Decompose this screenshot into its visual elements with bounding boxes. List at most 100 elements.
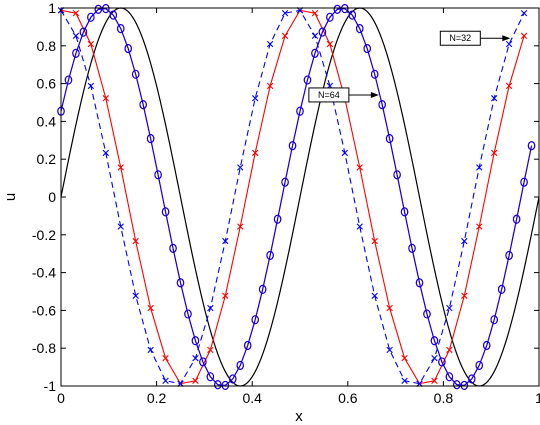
data-point-x (162, 377, 169, 384)
data-point-circle (430, 336, 439, 346)
data-point-x (281, 10, 289, 17)
data-point-circle (169, 243, 177, 253)
data-point-circle (206, 372, 215, 382)
data-point-x (132, 237, 139, 245)
data-point-x (102, 149, 110, 157)
data-point-x (476, 164, 483, 171)
data-point-circle (370, 69, 379, 79)
data-point-x (207, 304, 214, 312)
data-point-x (490, 95, 498, 102)
data-point-circle (445, 372, 454, 382)
data-point-x (251, 149, 259, 157)
data-point-circle (296, 106, 304, 116)
data-point-x (237, 164, 244, 171)
y-tick-label: -0.4 (32, 265, 56, 281)
data-point-circle (131, 69, 140, 79)
x-tick-label: 0.6 (338, 390, 358, 406)
data-point-circle (117, 24, 125, 34)
data-point-circle (348, 10, 357, 20)
series-layer (57, 4, 540, 390)
data-point-circle (229, 374, 237, 384)
data-point-circle (87, 12, 95, 22)
data-point-circle (527, 141, 536, 151)
data-point-circle (468, 374, 476, 384)
data-point-x (386, 346, 393, 354)
data-point-x (461, 292, 468, 299)
data-point-circle (497, 284, 506, 294)
y-tick-label: -0.6 (32, 302, 56, 318)
data-point-x (461, 237, 468, 245)
data-point-circle (146, 134, 155, 144)
data-point-circle (393, 170, 401, 180)
data-point-x (132, 292, 139, 299)
data-point-x (476, 223, 483, 230)
data-point-circle (243, 340, 252, 350)
annotation-arrowhead (370, 91, 379, 98)
annotation-n-32: N=32 (439, 30, 511, 46)
data-point-circle (273, 214, 282, 224)
data-point-x (505, 82, 513, 90)
y-tick-label: 0 (48, 189, 56, 205)
x-tick-label: 0.8 (434, 390, 454, 406)
data-point-circle (102, 4, 110, 14)
data-point-circle (236, 360, 245, 370)
data-point-x (356, 223, 363, 230)
annotations-layer: N=32 N=64 (308, 30, 511, 103)
data-point-x (102, 95, 110, 102)
data-point-x (356, 164, 363, 171)
data-point-circle (154, 170, 162, 180)
plot-frame (60, 7, 540, 387)
data-point-circle (408, 243, 416, 253)
annotation-text: N=32 (449, 33, 471, 43)
data-point-x (251, 95, 259, 102)
x-tick-label: 0.4 (242, 390, 262, 406)
data-point-x (505, 40, 513, 48)
data-point-circle (460, 380, 469, 390)
data-point-circle (199, 357, 207, 367)
data-point-circle (251, 315, 259, 325)
y-axis-label: u (2, 193, 19, 201)
data-point-x (520, 10, 528, 17)
y-tick-label: 0.2 (37, 151, 57, 167)
data-point-circle (505, 250, 513, 260)
data-point-circle (355, 24, 364, 34)
data-point-x (281, 32, 289, 40)
series-line (60, 9, 525, 385)
data-point-circle (303, 75, 312, 85)
y-tick-label: -1 (44, 378, 57, 394)
data-point-x (371, 237, 378, 245)
data-point-x (192, 377, 199, 384)
data-point-circle (453, 380, 461, 390)
data-point-x (222, 292, 229, 299)
data-point-circle (288, 141, 297, 151)
data-point-circle (311, 48, 319, 58)
data-point-x (72, 10, 80, 17)
data-point-x (147, 304, 154, 312)
data-point-circle (176, 278, 185, 288)
data-point-x (401, 377, 408, 384)
annotation-text: N=64 (318, 90, 340, 100)
series-5 (57, 4, 536, 390)
data-point-circle (423, 309, 431, 319)
data-point-circle (490, 315, 498, 325)
data-point-circle (475, 360, 483, 370)
data-point-circle (333, 4, 342, 14)
data-point-x (431, 377, 438, 384)
y-tick-label: 0.8 (37, 38, 57, 54)
data-point-circle (363, 44, 371, 54)
data-point-x (520, 32, 528, 40)
data-point-x (192, 354, 199, 362)
data-point-circle (109, 10, 118, 20)
ticks-layer: 0 0.2 0.4 0.6 0.8 1 1 0.8 0.6 0.4 0.2 0 -0.2 -0.4 -0.6… (32, 0, 540, 406)
data-point-x (87, 82, 95, 90)
data-point-x (371, 292, 378, 299)
series-line (60, 9, 525, 385)
data-point-circle (438, 357, 446, 367)
annotation-n-64: N=64 (308, 87, 379, 103)
data-point-x (431, 354, 438, 362)
data-point-circle (520, 177, 528, 187)
data-point-circle (400, 207, 409, 217)
data-point-circle (385, 134, 394, 144)
data-point-circle (512, 214, 521, 224)
